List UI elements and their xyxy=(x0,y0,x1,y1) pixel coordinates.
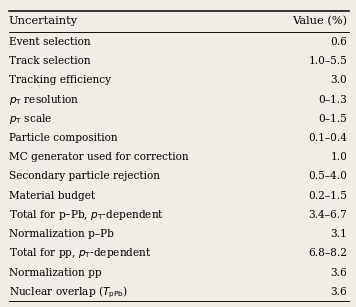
Text: Total for p–Pb, $p_\mathrm{T}$-dependent: Total for p–Pb, $p_\mathrm{T}$-dependent xyxy=(9,208,164,222)
Text: Value (%): Value (%) xyxy=(292,16,347,27)
Text: 3.4–6.7: 3.4–6.7 xyxy=(308,210,347,220)
Text: 0–1.3: 0–1.3 xyxy=(318,95,347,105)
Text: Secondary particle rejection: Secondary particle rejection xyxy=(9,172,160,181)
Text: Uncertainty: Uncertainty xyxy=(9,17,78,26)
Text: Nuclear overlap ($T_\mathrm{pPb}$): Nuclear overlap ($T_\mathrm{pPb}$) xyxy=(9,284,128,300)
Text: Total for pp, $p_\mathrm{T}$-dependent: Total for pp, $p_\mathrm{T}$-dependent xyxy=(9,247,152,260)
Text: $p_\mathrm{T}$ scale: $p_\mathrm{T}$ scale xyxy=(9,112,52,126)
Text: 1.0–5.5: 1.0–5.5 xyxy=(308,56,347,66)
Text: $p_\mathrm{T}$ resolution: $p_\mathrm{T}$ resolution xyxy=(9,92,79,107)
Text: 3.6: 3.6 xyxy=(330,268,347,278)
Text: Particle composition: Particle composition xyxy=(9,133,117,143)
Text: Track selection: Track selection xyxy=(9,56,90,66)
Text: Normalization p–Pb: Normalization p–Pb xyxy=(9,229,114,239)
Text: Normalization pp: Normalization pp xyxy=(9,268,101,278)
Text: 0.1–0.4: 0.1–0.4 xyxy=(308,133,347,143)
Text: 0.6: 0.6 xyxy=(330,37,347,47)
Text: 0–1.5: 0–1.5 xyxy=(318,114,347,124)
Text: Tracking efficiency: Tracking efficiency xyxy=(9,75,111,85)
Text: Material budget: Material budget xyxy=(9,191,95,201)
Text: 0.5–4.0: 0.5–4.0 xyxy=(308,172,347,181)
Text: 3.0: 3.0 xyxy=(330,75,347,85)
Text: Event selection: Event selection xyxy=(9,37,90,47)
Text: MC generator used for correction: MC generator used for correction xyxy=(9,152,189,162)
Text: 3.1: 3.1 xyxy=(330,229,347,239)
Text: 6.8–8.2: 6.8–8.2 xyxy=(308,248,347,258)
Text: 1.0: 1.0 xyxy=(330,152,347,162)
Text: 0.2–1.5: 0.2–1.5 xyxy=(308,191,347,201)
Text: 3.6: 3.6 xyxy=(330,287,347,297)
